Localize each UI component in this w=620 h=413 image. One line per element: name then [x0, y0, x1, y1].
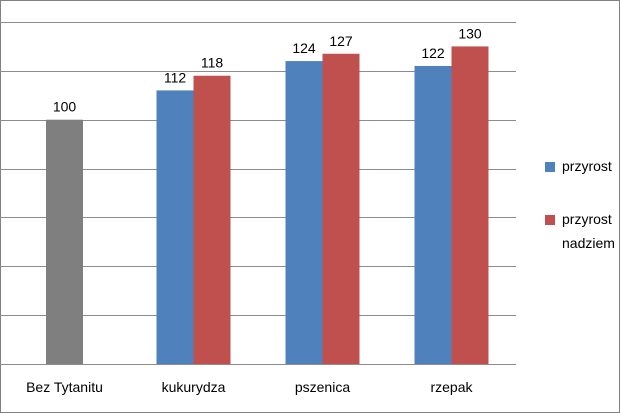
bar — [193, 75, 231, 364]
x-axis: Bez Tytanitu kukurydza pszenica rzepak — [26, 379, 473, 395]
x-tick-label: Bez Tytanitu — [26, 379, 103, 395]
data-label: 118 — [201, 55, 224, 71]
bar — [156, 90, 194, 365]
bar — [451, 46, 489, 365]
legend-label: przyrost — [562, 211, 612, 227]
x-tick-label: rzepak — [430, 379, 473, 395]
data-labels: 100 112 118 124 127 122 130 — [53, 25, 482, 114]
bar — [285, 61, 323, 364]
x-tick-label: kukurydza — [162, 379, 226, 395]
bar — [322, 53, 360, 364]
data-label: 127 — [329, 33, 353, 49]
x-tick-label: pszenica — [295, 379, 350, 395]
bars — [46, 46, 489, 365]
bar — [414, 65, 452, 364]
data-label: 122 — [421, 45, 445, 61]
legend-swatch — [545, 215, 555, 225]
legend-label: przyrost — [562, 158, 612, 174]
data-label: 130 — [458, 25, 482, 41]
data-label: 112 — [164, 69, 187, 85]
legend: przyrost przyrost nadziem — [545, 158, 615, 251]
data-label: 124 — [292, 40, 316, 56]
legend-swatch — [545, 162, 555, 172]
bar — [46, 119, 83, 364]
legend-label: nadziem — [562, 235, 615, 251]
data-label: 100 — [53, 99, 77, 115]
